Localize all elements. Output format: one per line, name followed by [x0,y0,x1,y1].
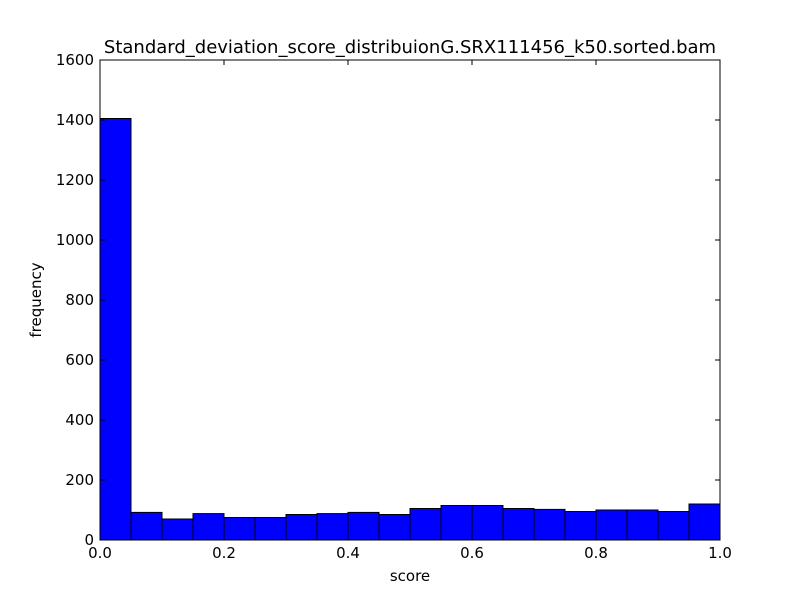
histogram-bar [347,511,380,541]
histogram-bar [595,509,628,541]
histogram-bar [378,514,411,541]
x-tick-label: 0.0 [88,544,112,562]
y-tick-label: 200 [65,471,94,489]
histogram-bar [316,513,349,541]
histogram-bar [223,517,256,541]
y-ticks-group: 0 200 400 600 800 1000 1200 1400 1600 [56,51,720,549]
histogram-bar [409,508,442,541]
histogram-bar [254,517,287,541]
y-tick-label: 800 [65,291,94,309]
histogram-bar [471,505,504,541]
histogram-bar [192,513,225,541]
histogram-bar [688,503,721,541]
y-tick-label: 600 [65,351,94,369]
y-tick-label: 1600 [56,51,94,69]
y-tick-label: 1400 [56,111,94,129]
histogram-bar [99,118,132,541]
histogram-bar [626,509,659,541]
x-axis-label: score [390,567,430,585]
histogram-bar [502,508,535,541]
plot-frame [99,59,721,541]
histogram-bar [564,511,597,541]
histogram-bar [657,511,690,541]
x-tick-label: 0.8 [584,544,608,562]
y-tick-label: 400 [65,411,94,429]
y-tick-label: 1200 [56,171,94,189]
chart-title: Standard_deviation_score_distribuionG.SR… [104,37,716,58]
x-tick-label: 0.6 [460,544,484,562]
y-tick-label: 0 [84,531,94,549]
x-tick-label: 0.2 [212,544,236,562]
y-tick-label: 1000 [56,231,94,249]
histogram-bar [533,508,566,541]
bars-group [99,118,721,541]
x-ticks-group: 0.0 0.2 0.4 0.6 0.8 1.0 [88,60,732,562]
x-tick-label: 1.0 [708,544,732,562]
histogram-bar [161,518,194,541]
histogram-bar [285,514,318,541]
histogram-bar [440,505,473,541]
x-tick-label: 0.4 [336,544,360,562]
y-axis-label: frequency [27,262,45,337]
histogram-bar [130,511,163,541]
